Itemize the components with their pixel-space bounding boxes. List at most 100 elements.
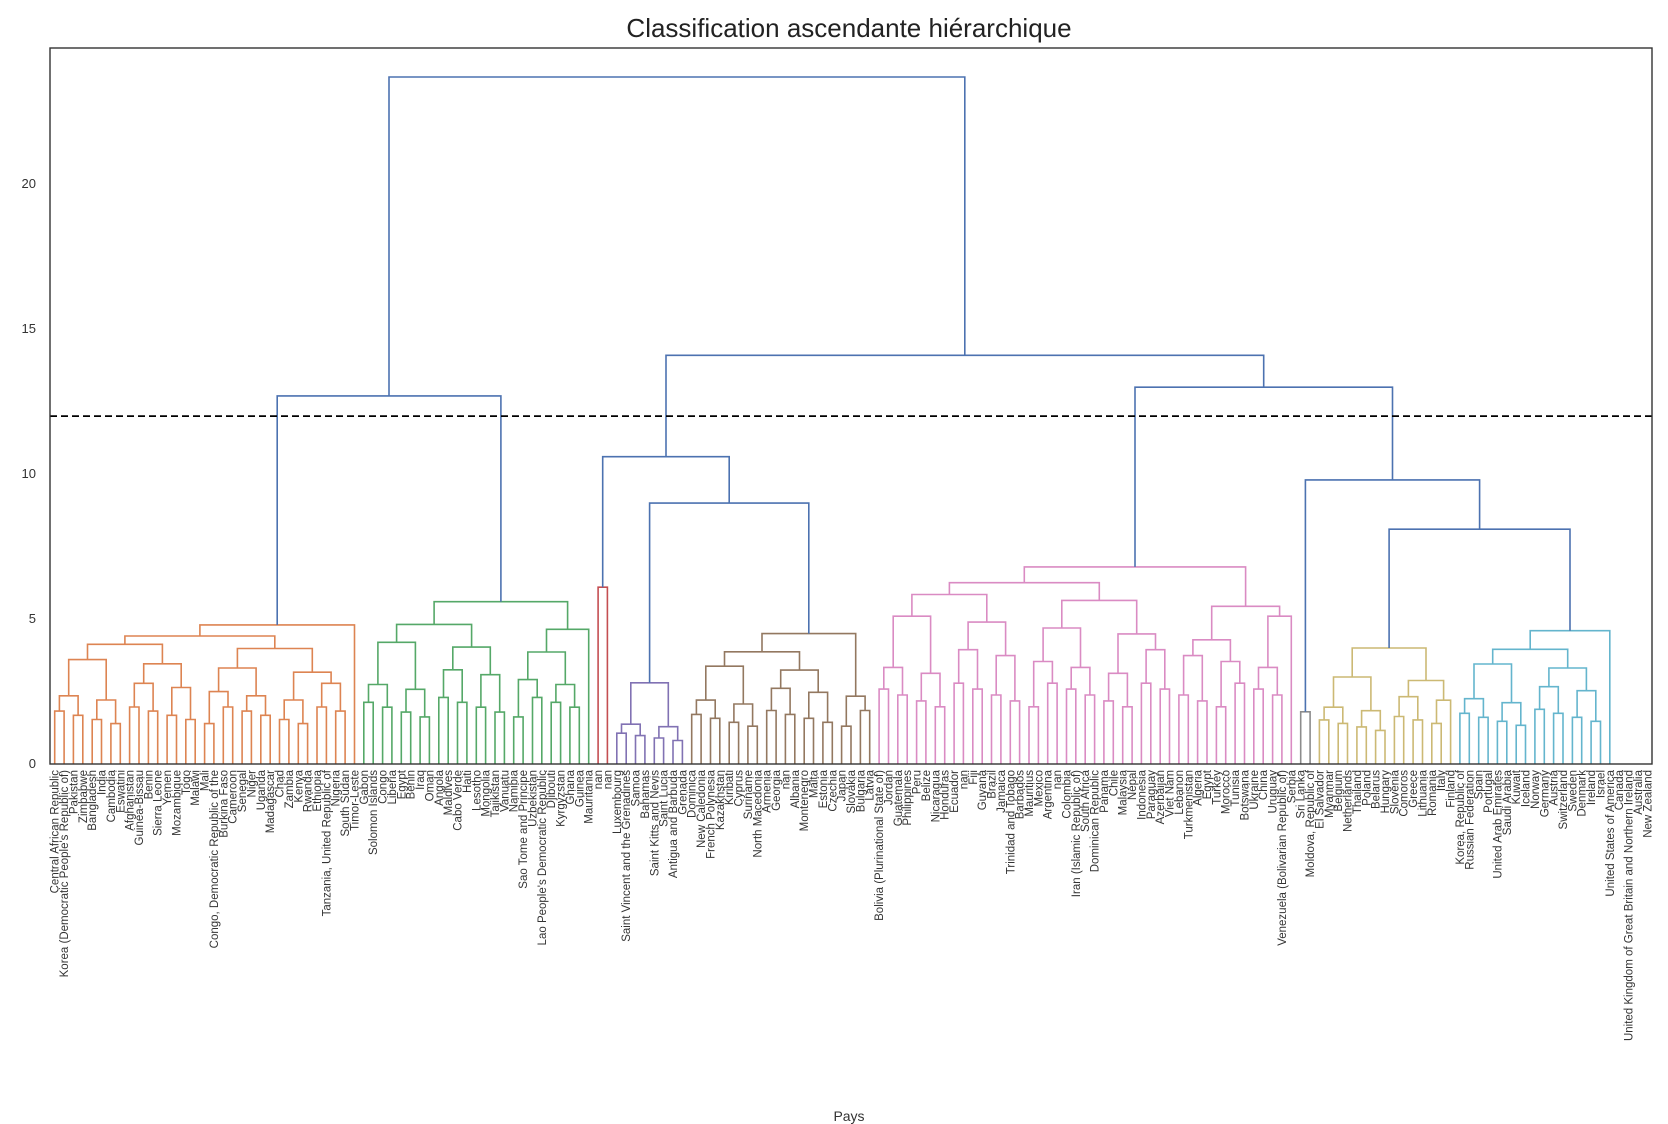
dendrogram-link bbox=[400, 711, 412, 764]
dendrogram-link bbox=[1009, 700, 1021, 764]
dendrogram-link bbox=[1046, 682, 1058, 764]
leaf-label: Turkmenistan bbox=[1183, 770, 1195, 839]
dendrogram-link bbox=[784, 713, 796, 764]
dendrogram-link bbox=[1234, 682, 1246, 764]
leaf-label: Oman bbox=[424, 770, 436, 801]
dendrogram-link bbox=[1084, 694, 1096, 764]
dendrogram-link bbox=[438, 696, 449, 764]
dendrogram-link bbox=[1491, 648, 1569, 668]
leaf-label: Zimbabwe bbox=[78, 770, 90, 823]
leaf-label: Luxembourg bbox=[612, 770, 624, 834]
leaf-label: Nepal bbox=[1127, 770, 1139, 800]
dendrogram-link bbox=[1159, 688, 1171, 764]
leaf-label: Kyrgyzstan bbox=[556, 770, 568, 827]
leaf-label: Bangladesh bbox=[87, 770, 99, 831]
y-tick-label: 5 bbox=[29, 611, 36, 626]
leaf-label: Slovakia bbox=[846, 769, 858, 813]
dendrogram-link bbox=[1121, 706, 1133, 764]
leaf-label: Sri Lanka bbox=[1296, 769, 1308, 818]
dendrogram-link bbox=[665, 354, 1265, 457]
leaf-label: Viet Nam bbox=[1165, 770, 1177, 817]
dendrogram-link bbox=[1412, 719, 1424, 764]
leaf-label: Israel bbox=[1596, 770, 1608, 798]
dendrogram-link bbox=[1117, 633, 1157, 674]
leaf-label: French Polynesia bbox=[706, 769, 718, 858]
leaf-label: Austria bbox=[1549, 769, 1561, 805]
leaf-label: Pakistan bbox=[68, 770, 80, 814]
leaf-label: Djibouti bbox=[546, 770, 558, 808]
leaf-label: Sao Tome and Principe bbox=[518, 770, 530, 889]
dendrogram-link bbox=[67, 658, 107, 700]
leaf-label: Trinidad and Tobago bbox=[1005, 770, 1017, 874]
dendrogram-link bbox=[1140, 682, 1152, 764]
leaf-label: Romania bbox=[1427, 769, 1439, 816]
leaf-label: Lithuania bbox=[1418, 769, 1430, 816]
leaf-label: Greece bbox=[1408, 770, 1420, 808]
dendrogram-link bbox=[1571, 716, 1583, 764]
dendrogram-link bbox=[1463, 697, 1485, 718]
leaf-label: Russian Federation bbox=[1464, 770, 1476, 870]
dendrogram-link bbox=[1590, 720, 1602, 764]
dendrogram-link bbox=[58, 695, 79, 716]
leaf-label: Canada bbox=[1614, 769, 1626, 810]
dendrogram-link bbox=[475, 706, 487, 764]
leaf-label: Paraguay bbox=[1146, 770, 1158, 819]
leaf-label: Uzbekistan bbox=[528, 770, 540, 827]
leaf-label: Mongolia bbox=[481, 769, 493, 816]
leaf-label: Mexico bbox=[1033, 770, 1045, 806]
leaf-label: Netherlands bbox=[1343, 770, 1355, 832]
leaf-label: Central African Republic bbox=[50, 770, 62, 894]
dendrogram-link bbox=[1534, 708, 1546, 764]
leaf-label: Serbia bbox=[1286, 769, 1298, 803]
leaf-label: Kiribati bbox=[724, 770, 736, 805]
dendrogram-link bbox=[388, 76, 966, 396]
leaf-label: Korea, Republic of bbox=[1455, 769, 1467, 864]
leaf-label: Iraq bbox=[415, 770, 427, 790]
leaf-label: Tunisia bbox=[1230, 769, 1242, 806]
leaf-label: Egypt bbox=[1202, 769, 1214, 799]
dendrogram-link bbox=[1032, 660, 1054, 707]
dendrogram-link bbox=[765, 709, 777, 764]
dendrogram-link bbox=[550, 701, 562, 764]
leaf-label: Turkey bbox=[1211, 770, 1223, 805]
dendrogram-link bbox=[297, 722, 309, 764]
dendrogram-link bbox=[91, 718, 103, 764]
dendrogram-link bbox=[948, 581, 1101, 601]
dendrogram-link bbox=[897, 694, 908, 764]
dendrogram-link bbox=[920, 672, 941, 707]
dendrogram-link bbox=[878, 688, 890, 764]
leaf-label: Cambodia bbox=[106, 769, 118, 822]
dendrogram-link bbox=[934, 706, 946, 764]
dendrogram-link bbox=[110, 722, 122, 764]
dendrogram-link bbox=[381, 706, 393, 764]
dendrogram-link bbox=[1192, 639, 1232, 662]
dendrogram-link bbox=[128, 706, 140, 764]
dendrogram-link bbox=[166, 714, 178, 764]
dendrogram-link bbox=[1393, 715, 1405, 764]
dendrogram-link bbox=[1459, 712, 1471, 764]
dendrogram-link bbox=[840, 725, 852, 764]
leaf-label: Australia bbox=[1633, 769, 1645, 814]
leaf-label: Chad bbox=[275, 770, 287, 798]
dendrogram-link bbox=[695, 699, 716, 719]
leaf-label: Nicaragua bbox=[930, 769, 942, 822]
y-tick-label: 15 bbox=[22, 321, 36, 336]
leaf-label: Mali bbox=[200, 770, 212, 791]
dendrogram-link bbox=[1061, 599, 1138, 634]
leaf-label: India bbox=[97, 769, 109, 795]
leaf-label: South Africa bbox=[1080, 769, 1092, 832]
leaf-label: Belarus bbox=[1371, 770, 1383, 809]
leaf-label: New Caledonia bbox=[696, 769, 708, 848]
dendrogram-link bbox=[569, 706, 581, 764]
dendrogram-link bbox=[967, 621, 1007, 656]
y-tick-label: 0 bbox=[29, 756, 36, 771]
leaf-label: nan bbox=[1052, 770, 1064, 789]
dendrogram-link bbox=[260, 714, 271, 764]
dendrogram-link bbox=[1431, 722, 1442, 764]
leaf-label: Egypt bbox=[396, 769, 408, 799]
dendrogram-link bbox=[245, 695, 267, 716]
dendrogram-link bbox=[990, 694, 1002, 764]
leaf-label: Dominica bbox=[687, 769, 699, 818]
leaf-label: Venezuela (Bolivarian Republic of) bbox=[1277, 770, 1289, 946]
